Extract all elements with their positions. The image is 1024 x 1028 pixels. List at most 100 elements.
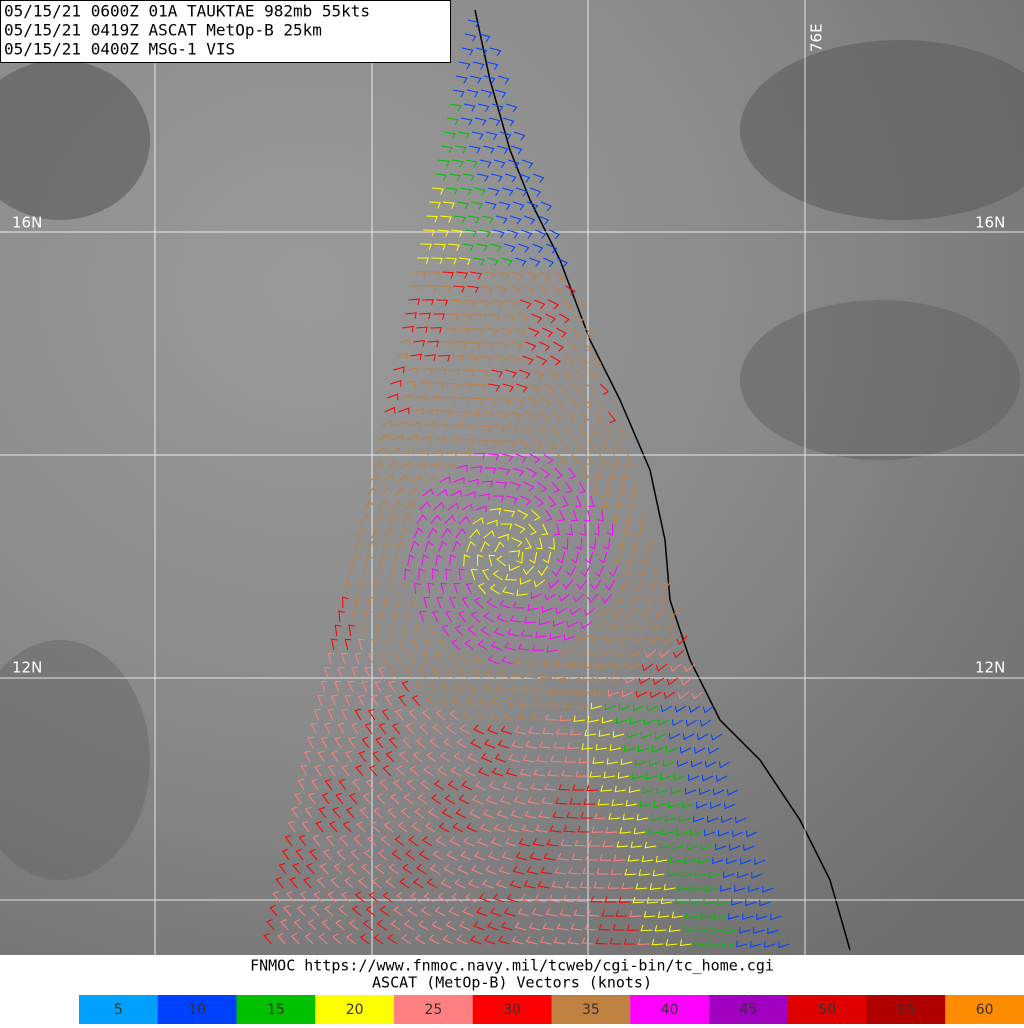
wind-barb — [502, 586, 514, 595]
wind-barb — [644, 841, 657, 849]
wind-barb — [530, 782, 543, 791]
wind-barb — [315, 820, 324, 833]
wind-barb — [532, 838, 545, 847]
wind-barb — [407, 906, 418, 917]
wind-barb — [549, 632, 561, 640]
wind-barb — [374, 680, 382, 693]
wind-barb — [332, 806, 341, 819]
wind-barb — [404, 666, 413, 679]
wind-barb — [296, 905, 306, 917]
wind-barb — [718, 829, 730, 837]
wind-barb — [449, 369, 462, 376]
wind-barb — [350, 849, 360, 861]
wind-barb — [484, 668, 497, 679]
wind-barb — [423, 596, 430, 609]
wind-barb — [544, 783, 557, 791]
wind-barb — [322, 849, 332, 861]
wind-barb — [382, 540, 392, 553]
wind-barb — [455, 528, 466, 539]
wind-barb — [571, 661, 584, 668]
legend-swatch — [709, 995, 789, 1024]
wind-barb — [495, 683, 508, 693]
wind-barb — [616, 537, 625, 550]
wind-barb — [438, 159, 450, 167]
wind-barb — [512, 271, 524, 281]
wind-barb — [506, 299, 518, 309]
wind-barb — [351, 905, 362, 917]
wind-barb — [517, 313, 529, 323]
wind-barb — [540, 866, 553, 875]
wind-barb — [568, 467, 577, 480]
wind-barb — [473, 724, 485, 735]
wind-barb — [480, 355, 493, 364]
wind-barb — [575, 495, 582, 508]
wind-barb — [559, 714, 571, 722]
wind-barb — [402, 325, 414, 333]
wind-barb — [622, 467, 630, 479]
wind-barb — [435, 709, 446, 721]
header-line: 05/15/21 0600Z 01A TAUKTAE 982mb 55kts — [4, 2, 370, 21]
wind-barb — [542, 727, 555, 735]
wind-barb — [598, 730, 611, 737]
wind-barb — [412, 878, 424, 889]
wind-barb — [378, 433, 390, 441]
wind-barb — [563, 825, 576, 833]
wind-barb — [398, 407, 410, 415]
wind-barb — [447, 502, 459, 511]
wind-barb — [487, 921, 499, 931]
wind-barb — [269, 904, 278, 917]
wind-barb — [554, 673, 566, 680]
wind-barb — [449, 173, 461, 182]
wind-barb — [319, 863, 329, 875]
wind-barb — [446, 117, 459, 126]
wind-barb — [526, 866, 539, 875]
wind-barb — [512, 201, 525, 211]
wind-barb — [587, 909, 600, 917]
wind-barb — [313, 891, 323, 903]
wind-barb — [347, 680, 355, 693]
wind-barb — [528, 922, 541, 931]
wind-barb — [665, 939, 678, 946]
wind-barb — [479, 229, 491, 238]
wind-barb — [542, 327, 554, 338]
wind-barb — [443, 131, 456, 140]
wind-barb — [650, 814, 663, 822]
wind-barb — [643, 593, 655, 605]
wind-barb — [426, 215, 438, 223]
wind-barb — [454, 215, 466, 224]
wind-barb — [550, 755, 563, 763]
wind-barb — [405, 610, 413, 623]
wind-barb — [423, 422, 435, 429]
wind-barb — [580, 411, 590, 423]
wind-barb — [266, 918, 275, 931]
wind-barb — [449, 836, 461, 847]
wind-barb — [469, 341, 482, 349]
wind-barb — [539, 341, 551, 352]
wind-barb — [463, 173, 475, 182]
wind-barb — [665, 621, 677, 632]
wind-barb — [434, 652, 444, 665]
wind-barb — [566, 621, 579, 628]
wind-barb — [510, 215, 522, 225]
wind-barb — [476, 173, 489, 182]
wind-barb — [318, 933, 328, 945]
wind-barb — [518, 643, 530, 651]
wind-barb — [624, 677, 637, 684]
wind-barb — [407, 554, 416, 567]
wind-barb — [619, 827, 632, 834]
wind-barb — [463, 836, 475, 847]
wind-barb — [317, 695, 324, 707]
wind-barb — [488, 554, 496, 567]
wind-barb — [482, 411, 495, 419]
wind-barb — [601, 716, 614, 724]
wind-barb — [512, 865, 525, 875]
wind-barb — [470, 271, 482, 280]
wind-barb — [685, 787, 697, 795]
wind-barb — [294, 792, 302, 805]
wind-barb — [508, 550, 521, 557]
wind-barb — [404, 568, 412, 581]
wind-barb — [570, 728, 583, 736]
wind-barb — [569, 397, 579, 409]
wind-barb — [504, 173, 517, 183]
wind-barb — [463, 369, 476, 377]
